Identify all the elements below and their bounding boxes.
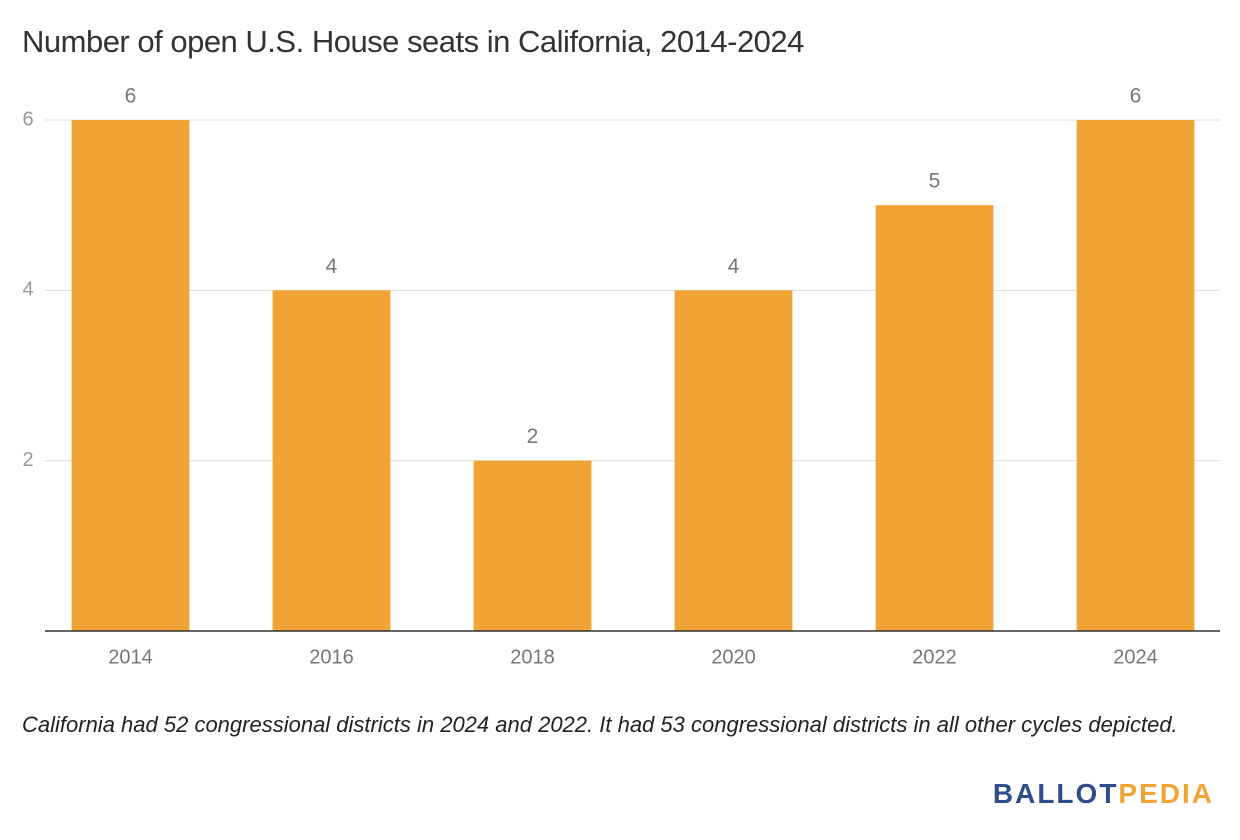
value-label: 4 (728, 255, 740, 278)
x-tick-label: 2016 (309, 646, 354, 668)
value-label: 4 (326, 255, 338, 278)
value-label: 6 (125, 85, 137, 108)
bar (674, 290, 793, 631)
chart-title: Number of open U.S. House seats in Calif… (22, 24, 804, 59)
y-tick-label: 2 (22, 449, 33, 471)
logo-part: PEDIA (1118, 778, 1214, 809)
bar (272, 290, 391, 631)
footnote: California had 52 congressional district… (22, 712, 1178, 737)
x-tick-label: 2014 (108, 646, 153, 668)
chart: Number of open U.S. House seats in Calif… (22, 24, 1220, 668)
value-label: 6 (1130, 85, 1142, 108)
logo: BALLOTPEDIA (993, 778, 1214, 810)
x-tick-label: 2024 (1113, 646, 1158, 668)
logo-part: BALLOT (992, 778, 1119, 809)
y-tick-label: 6 (22, 108, 33, 130)
x-tick-label: 2018 (510, 646, 555, 668)
x-tick-label: 2022 (912, 646, 957, 668)
bar (875, 205, 994, 631)
value-label: 2 (527, 425, 539, 448)
value-label: 5 (929, 170, 941, 193)
bar (1076, 120, 1195, 631)
bar (71, 120, 190, 631)
bar (473, 460, 592, 631)
x-tick-label: 2020 (711, 646, 756, 668)
y-tick-label: 4 (22, 279, 33, 301)
